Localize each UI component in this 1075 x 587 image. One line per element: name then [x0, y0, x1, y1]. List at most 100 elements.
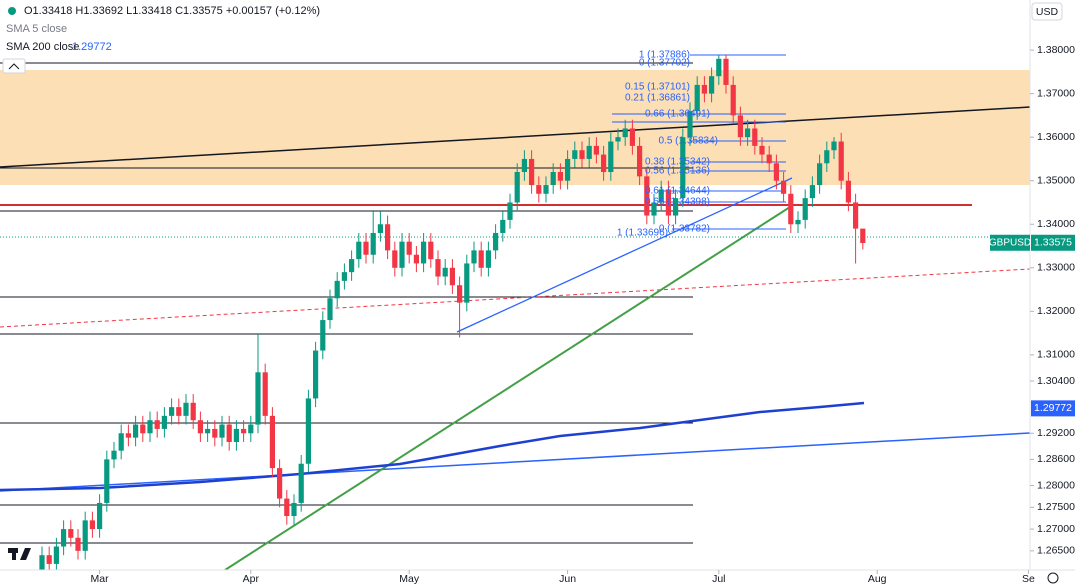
candle-body	[644, 176, 650, 216]
fib-label: 0.21 (1.36861)	[625, 93, 690, 104]
candle-body	[781, 180, 787, 194]
dashed-trendline	[0, 268, 1031, 328]
y-tick-label: 1.30400	[1037, 375, 1075, 387]
fib-levels	[612, 54, 786, 230]
candle-body	[658, 189, 664, 203]
y-tick-label: 1.27000	[1037, 523, 1075, 535]
candle-body	[320, 320, 326, 351]
candle-body	[565, 158, 571, 181]
candle-body	[802, 198, 808, 220]
sma200-value: 1.29772	[72, 41, 112, 53]
collapse-button[interactable]	[2, 58, 26, 74]
candle-body	[183, 402, 189, 416]
x-tick-label: Jul	[712, 573, 725, 585]
candle-body	[125, 433, 131, 438]
candle-body	[745, 128, 751, 138]
ohlc-legend: O1.33418 H1.33692 L1.33418 C1.33575 +0.0…	[24, 5, 320, 17]
candle-body	[248, 424, 254, 434]
candle-body	[737, 115, 743, 138]
candles	[39, 54, 866, 582]
x-tick-label: May	[399, 573, 420, 585]
trendline	[0, 432, 1031, 492]
candle-body	[709, 76, 715, 94]
settings-button[interactable]	[1047, 572, 1059, 584]
x-tick-label: Apr	[243, 573, 260, 585]
candle-body	[651, 202, 657, 216]
candle-body	[673, 198, 679, 216]
candle-body	[817, 163, 823, 186]
trendline	[224, 206, 791, 571]
candle-body	[579, 150, 585, 159]
candle-body	[413, 254, 419, 264]
candle-body	[219, 424, 225, 438]
candle-body	[104, 459, 110, 503]
candle-body	[205, 428, 211, 434]
candle-body	[147, 420, 153, 434]
candle-body	[788, 193, 794, 225]
horizontal-levels	[0, 62, 693, 544]
candle-body	[845, 180, 851, 203]
candle-body	[457, 285, 463, 303]
candle-body	[284, 498, 290, 517]
candle-body	[370, 232, 376, 255]
currency-button[interactable]	[1031, 2, 1063, 21]
candle-body	[838, 141, 844, 181]
candle-body	[435, 259, 441, 277]
x-tick-label: Jun	[559, 573, 576, 585]
fib-label: 1 (1.33696)	[617, 228, 668, 239]
candle-body	[485, 250, 491, 268]
candle-body	[356, 241, 362, 260]
candle-body	[327, 298, 333, 321]
candle-body	[82, 520, 88, 551]
sma200-badge	[1031, 400, 1075, 417]
candle-body	[341, 272, 347, 281]
candle-body	[197, 420, 203, 434]
candle-body	[701, 84, 707, 94]
candle-body	[442, 267, 448, 277]
sma200-badge-label: 1.29772	[1034, 402, 1072, 414]
fib-label: 0.61 (1.34644)	[645, 186, 710, 197]
candle-body	[586, 145, 592, 159]
candle-body	[493, 232, 499, 251]
candle-body	[269, 415, 275, 469]
symbol-badge	[990, 234, 1030, 251]
candle-body	[154, 420, 160, 429]
candle-body	[61, 529, 67, 547]
candle-body	[334, 280, 340, 299]
candle-body	[226, 424, 232, 442]
candle-body	[449, 267, 455, 286]
candle-body	[615, 137, 621, 142]
price-axis	[1030, 0, 1075, 587]
candle-body	[507, 202, 513, 220]
candle-body	[399, 241, 405, 268]
y-tick-label: 1.28600	[1037, 453, 1075, 465]
candle-body	[723, 58, 729, 85]
fib-label: 0.38 (1.35342)	[645, 157, 710, 168]
candle-body	[550, 172, 556, 186]
fib-label: 0.66 (1.34398)	[645, 197, 710, 208]
candle-body	[622, 128, 628, 138]
sma200-legend: SMA 200 close	[6, 41, 79, 53]
candle-body	[521, 158, 527, 173]
candle-body	[133, 424, 139, 438]
candle-body	[500, 219, 506, 233]
candle-body	[536, 185, 542, 194]
y-tick-label: 1.27500	[1037, 501, 1075, 513]
candle-body	[176, 407, 182, 416]
currency: USD	[1036, 6, 1059, 18]
candle-body	[795, 219, 801, 225]
candle-body	[75, 537, 81, 551]
last-price-badge	[1031, 234, 1075, 251]
fib-label: 0.5 (1.35834)	[659, 136, 719, 147]
candle-body	[478, 250, 484, 268]
candle-body	[608, 141, 614, 173]
candle-body	[233, 428, 239, 442]
fib-label: 1 (1.37886)	[639, 50, 690, 61]
candle-body	[313, 350, 319, 399]
candle-body	[377, 224, 383, 233]
time-axis	[0, 570, 1030, 587]
candle-body	[752, 128, 758, 146]
candle-body	[716, 58, 722, 77]
